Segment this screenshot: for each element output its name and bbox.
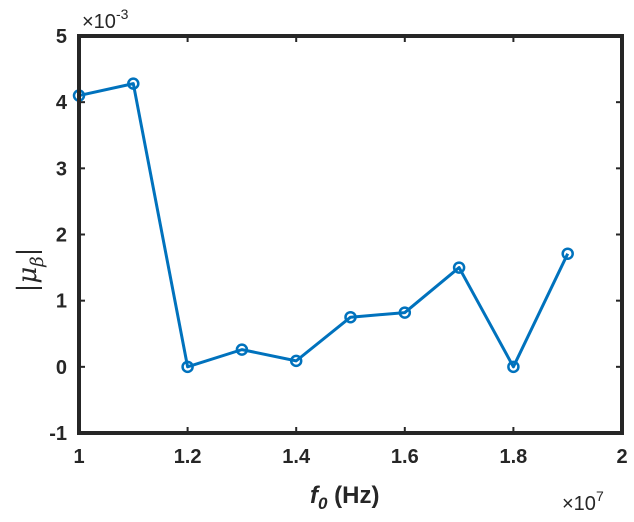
y-tick-label: 5 [56, 26, 67, 48]
plot-area [79, 36, 622, 433]
series-line [78, 82, 570, 369]
data-point-9 [507, 360, 520, 374]
data-point-6 [344, 310, 357, 324]
data-point-3 [181, 360, 194, 374]
x-tick-label: 1.6 [391, 446, 419, 468]
y-tick-label: 1 [56, 291, 67, 313]
data-point-8 [452, 261, 466, 274]
data-point-5 [289, 354, 303, 368]
axes-box [77, 34, 624, 435]
y-tick-label: 3 [56, 158, 67, 180]
x-tick-label: 1.8 [499, 446, 527, 468]
data-series [72, 77, 574, 374]
data-point-4 [235, 343, 249, 356]
x-tick-label: 2 [616, 446, 627, 468]
y-tick-label: 2 [56, 225, 67, 247]
data-point-10 [561, 247, 574, 260]
x-axis-label: f0 (Hz) [310, 482, 379, 513]
y-axis-multiplier: ×10-3 [82, 6, 129, 33]
y-tick-label: -1 [49, 423, 67, 445]
data-point-2 [127, 77, 140, 90]
y-tick-label: 4 [56, 92, 68, 114]
x-tick-label: 1 [73, 446, 84, 468]
x-tick-label: 1.4 [282, 446, 311, 468]
y-tick-label: 0 [56, 357, 67, 379]
x-tick-label: 1.2 [174, 446, 202, 468]
data-point-7 [398, 306, 412, 319]
x-axis-multiplier: ×107 [562, 488, 604, 515]
y-axis-label: |μβ| [13, 248, 48, 293]
